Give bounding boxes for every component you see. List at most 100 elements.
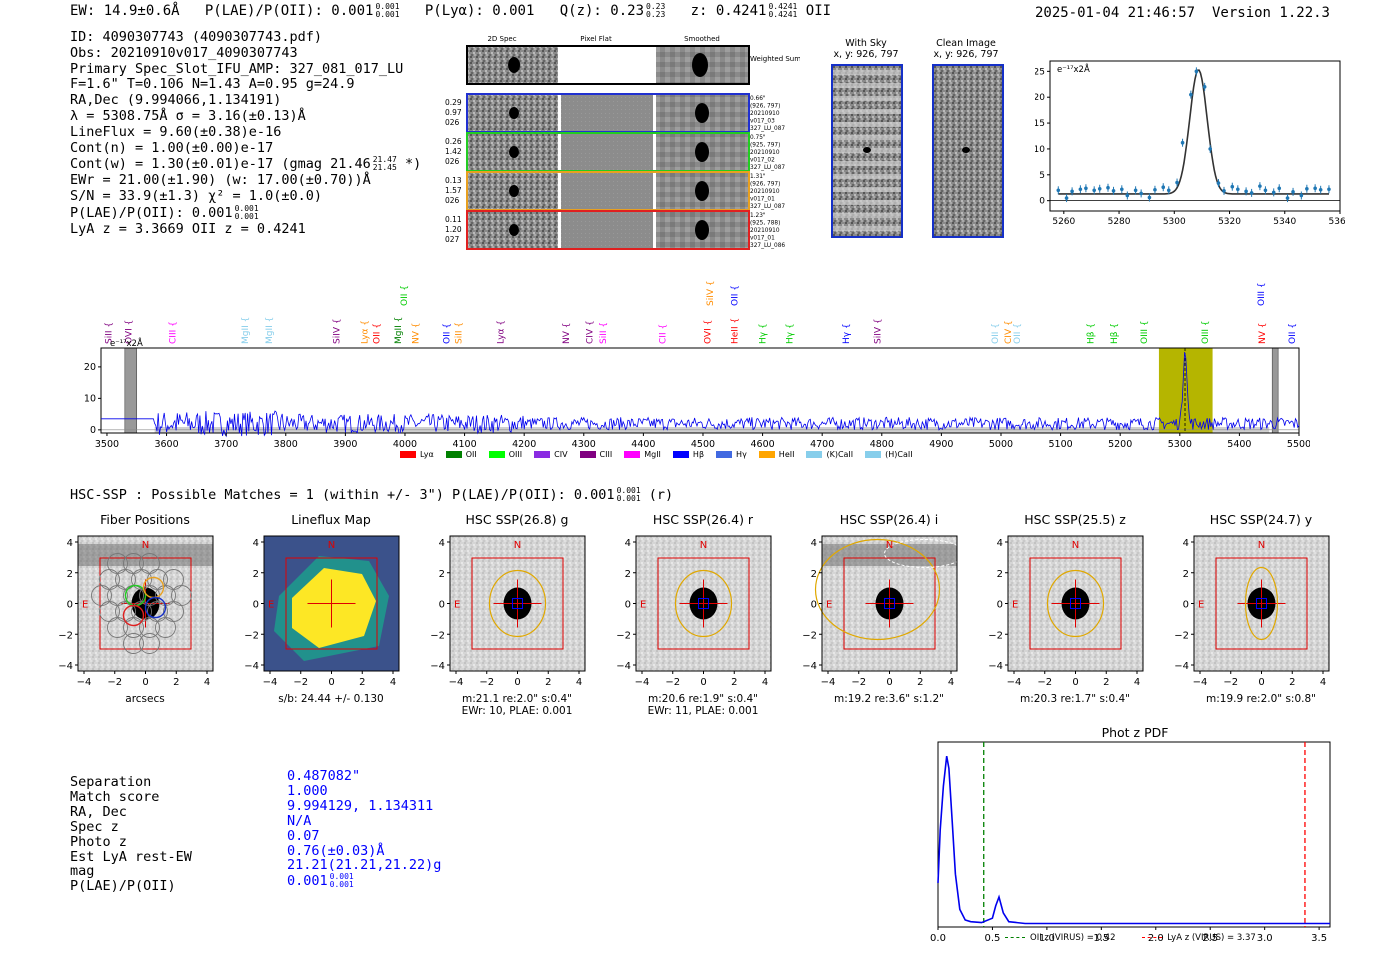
hsc-east-label: E (1198, 600, 1204, 611)
hsc-north-label: N (700, 540, 707, 551)
hsc-center-marker (1256, 598, 1267, 609)
spectrum-line-label: MgII { (241, 317, 251, 344)
hsc-ytick: −2 (988, 630, 1003, 641)
hsc-cell-caption: m:19.2 re:3.6" s:1.2" (834, 693, 944, 705)
fit-point (1153, 187, 1157, 192)
cutout-row-left: 026 (445, 157, 460, 166)
hsc-xtick: 4 (390, 677, 396, 688)
col-title-smooth: Smoothed (684, 35, 720, 43)
spectrum-line-label: MgII { (394, 317, 404, 344)
cutout-row-right: 20210910 (750, 111, 780, 117)
weighted-sum-label: Weighted Sum (750, 55, 800, 63)
photz-curve (937, 755, 1330, 925)
hsc-ytick: 0 (811, 600, 817, 611)
spectrum-line-label: MgII { (265, 317, 275, 344)
col-title-flat: Pixel Flat (580, 35, 612, 43)
cutout-row-left: 026 (445, 118, 460, 127)
spectrum-xtick: 4700 (810, 439, 834, 450)
hsc-ytick: 4 (253, 538, 259, 549)
legend-swatch (624, 450, 641, 458)
hsc-cell-svg: N E 4 4 2 2 0 0 −2 −2 −4 −4 (1174, 535, 1330, 688)
hsc-center-marker (698, 598, 709, 609)
fit-point (1194, 69, 1199, 74)
fit-point (1244, 189, 1248, 194)
legend-swatch (579, 450, 596, 458)
photz-pdf-plot: Phot z PDF 0.0 0.5 1.0 1.5 2.0 2.5 3.0 3.5 OII … (915, 722, 1345, 947)
clean-image-header: Clean Image x, y: 926, 797 (926, 38, 1006, 60)
hsc-ytick: −4 (616, 661, 631, 672)
match-value: 0.001 0.001 0.001 (287, 872, 354, 890)
hsc-cell-title: HSC SSP(26.8) g (465, 512, 569, 527)
hsc-xtick: 2 (1103, 677, 1109, 688)
hsc-east-label: E (268, 600, 274, 611)
hsc-xtick: 0 (328, 677, 334, 688)
info-contn: Cont(n) = 1.00(±0.00)e-17 (70, 139, 274, 156)
match-label: Est LyA rest-EW (70, 848, 192, 865)
hsc-xtick: 4 (204, 677, 210, 688)
fit-point (1133, 188, 1138, 193)
hsc-xtick: 0 (514, 677, 520, 688)
fit-point (1313, 186, 1317, 191)
spectrum-xtick: 3800 (274, 439, 298, 450)
hsc-ytick: 2 (997, 569, 1003, 580)
hsc-cell: HSC SSP(26.8) g N E 4 4 2 2 0 0 −2 −2 −4 −4 m:21.1 re… (422, 512, 602, 727)
fiber-circle (139, 633, 160, 654)
fit-xtick: 5300 (1163, 217, 1186, 227)
cutout-row-right: v017_03 (750, 119, 775, 125)
hsc-xtick: −4 (77, 677, 92, 688)
cutout-row-left: 0.26 (445, 137, 462, 146)
clean-image-svg (934, 66, 1002, 236)
hsc-xtick: 0 (886, 677, 892, 688)
legend-label: OIII (508, 449, 523, 459)
header-plya: P(Lyα): 0.001 (424, 3, 535, 19)
info-ewr: EWr = 21.00(±1.90) (w: 17.00(±0.70))Å (70, 172, 371, 189)
hsc-xtick: 0 (142, 677, 148, 688)
hsc-search-box (1029, 557, 1122, 650)
hsc-ytick: −4 (244, 661, 259, 672)
fit-ytick: 10 (1035, 145, 1045, 155)
hsc-xtick: 2 (731, 677, 737, 688)
photz-legend-oii: OII z (VIRUS) = 0.42 (1030, 933, 1116, 943)
hsc-east-label: E (640, 600, 646, 611)
hsc-xtick: 0 (700, 677, 706, 688)
legend-item: (H)CaII (865, 448, 913, 460)
cutout-row-right: v017_02 (750, 158, 775, 164)
spectrum-line-label: SiII { (105, 322, 115, 344)
hsc-xtick: 4 (948, 677, 954, 688)
spectrum-line-label: OII { (991, 323, 1001, 344)
spectrum-line-label: SiIV { (874, 318, 884, 344)
cutout-row-right: 327_LU_087 (750, 165, 785, 171)
spectrum-line-label: NV { (562, 323, 572, 344)
hsc-cell: Lineflux Map N E 4 4 2 2 0 0 −2 −2 −4 −4 s/b: 24.44 +… (236, 512, 416, 727)
spectrum-line-label: OII { (443, 323, 453, 344)
with-sky-image (831, 64, 903, 238)
cutout-row-right: 327_LU_087 (750, 204, 785, 210)
hsc-cell-svg: N E 4 4 2 2 0 0 −2 −2 −4 −4 (988, 535, 1144, 688)
cutout-row-right: 1.23" (750, 213, 766, 219)
hsc-ytick: −2 (430, 630, 445, 641)
match-labels: Separation Match score RA, Dec Spec z Photo … (70, 775, 192, 894)
hsc-ytick: 4 (1183, 538, 1189, 549)
hsc-search-box (1215, 557, 1308, 650)
hsc-north-label: N (142, 540, 149, 551)
fit-point (1084, 186, 1088, 191)
hsc-cell-caption: arcsecs (125, 693, 165, 705)
cutout-row-right: 1.31" (750, 174, 766, 180)
cutout-row-left: 0.29 (445, 98, 462, 107)
spectrum-line-label: OIII { (1257, 282, 1267, 306)
match-label: mag (70, 863, 95, 880)
fit-xtick: 5340 (1273, 217, 1296, 227)
legend-label: CIV (554, 449, 568, 459)
hsc-north-label: N (1072, 540, 1079, 551)
match-value: N/A (287, 812, 312, 829)
cutout-row-right: v017_01 (750, 236, 775, 242)
fit-point (1064, 196, 1069, 200)
info-slot: Primary Spec_Slot_IFU_AMP: 327_081_017_L… (70, 60, 404, 77)
spectrum-xtick: 4600 (750, 439, 774, 450)
hsc-xtick: −4 (1193, 677, 1208, 688)
spectrum-xtick: 5200 (1108, 439, 1132, 450)
spectrum-line-label: NV { (412, 323, 422, 344)
legend-item: Hγ (716, 448, 747, 460)
